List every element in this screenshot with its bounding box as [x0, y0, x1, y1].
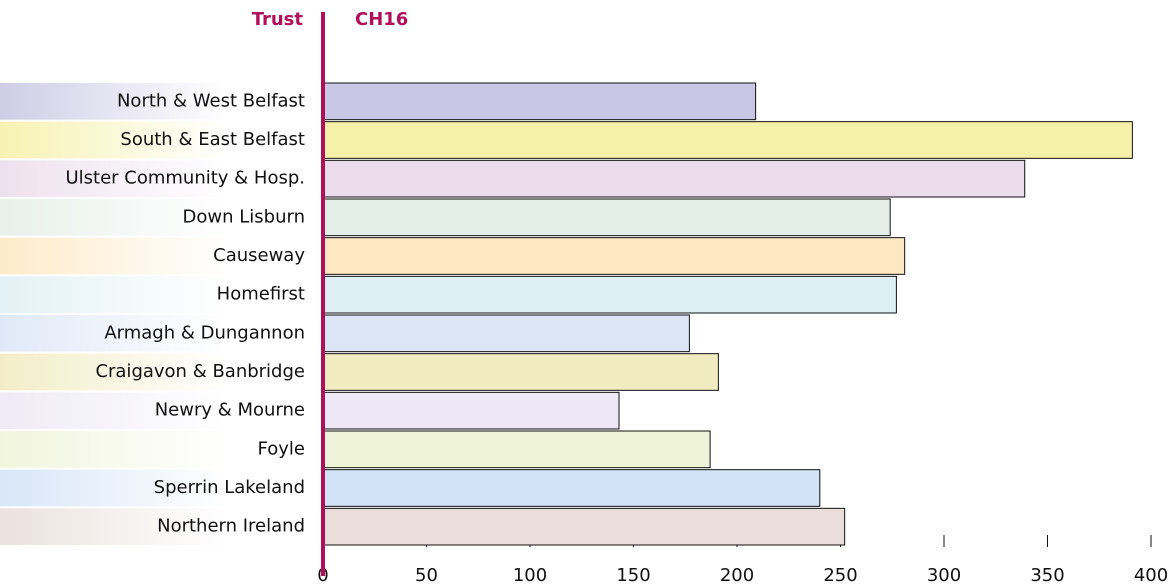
x-tick-label: 100 — [513, 565, 547, 586]
label-background — [0, 392, 323, 429]
category-label: Homefirst — [217, 284, 305, 305]
category-label: North & West Belfast — [117, 90, 305, 111]
label-background — [0, 315, 323, 352]
x-tick-label: 300 — [927, 565, 961, 586]
series-header: CH16 — [355, 9, 408, 30]
x-tick-label: 50 — [415, 565, 438, 586]
label-background — [0, 237, 323, 275]
category-label: South & East Belfast — [120, 129, 305, 150]
category-label: Northern Ireland — [157, 516, 305, 537]
label-background — [0, 431, 323, 468]
label-background — [0, 121, 323, 159]
label-background — [0, 469, 323, 507]
label-background — [0, 276, 323, 313]
category-label: Craigavon & Banbridge — [95, 361, 305, 382]
bar — [322, 353, 719, 391]
category-label: Ulster Community & Hosp. — [65, 168, 305, 189]
x-tick-label: 250 — [823, 565, 857, 586]
bar — [322, 82, 757, 121]
label-background — [0, 83, 323, 120]
x-tick-label: 150 — [616, 565, 650, 586]
label-background — [0, 508, 323, 545]
x-tick-label: 200 — [720, 565, 754, 586]
bar — [322, 237, 906, 275]
bar — [322, 391, 620, 430]
category-header: Trust — [252, 9, 304, 30]
label-background — [0, 199, 323, 236]
bar — [322, 159, 1026, 198]
bar — [322, 121, 1133, 159]
category-label: Sperrin Lakeland — [154, 477, 305, 498]
x-tick-label: 400 — [1134, 565, 1168, 586]
category-label: Armagh & Dungannon — [104, 322, 305, 343]
bar — [322, 507, 846, 546]
category-label: Newry & Mourne — [155, 400, 305, 421]
label-background — [0, 353, 323, 391]
bar — [322, 198, 891, 237]
category-label: Foyle — [258, 438, 305, 459]
label-background — [0, 160, 323, 197]
category-label: Causeway — [213, 245, 305, 266]
bar — [322, 314, 690, 353]
bar — [322, 430, 711, 469]
bar — [322, 469, 821, 507]
category-label: Down Lisburn — [183, 206, 305, 227]
x-tick-label: 350 — [1030, 565, 1064, 586]
bar — [322, 275, 897, 314]
